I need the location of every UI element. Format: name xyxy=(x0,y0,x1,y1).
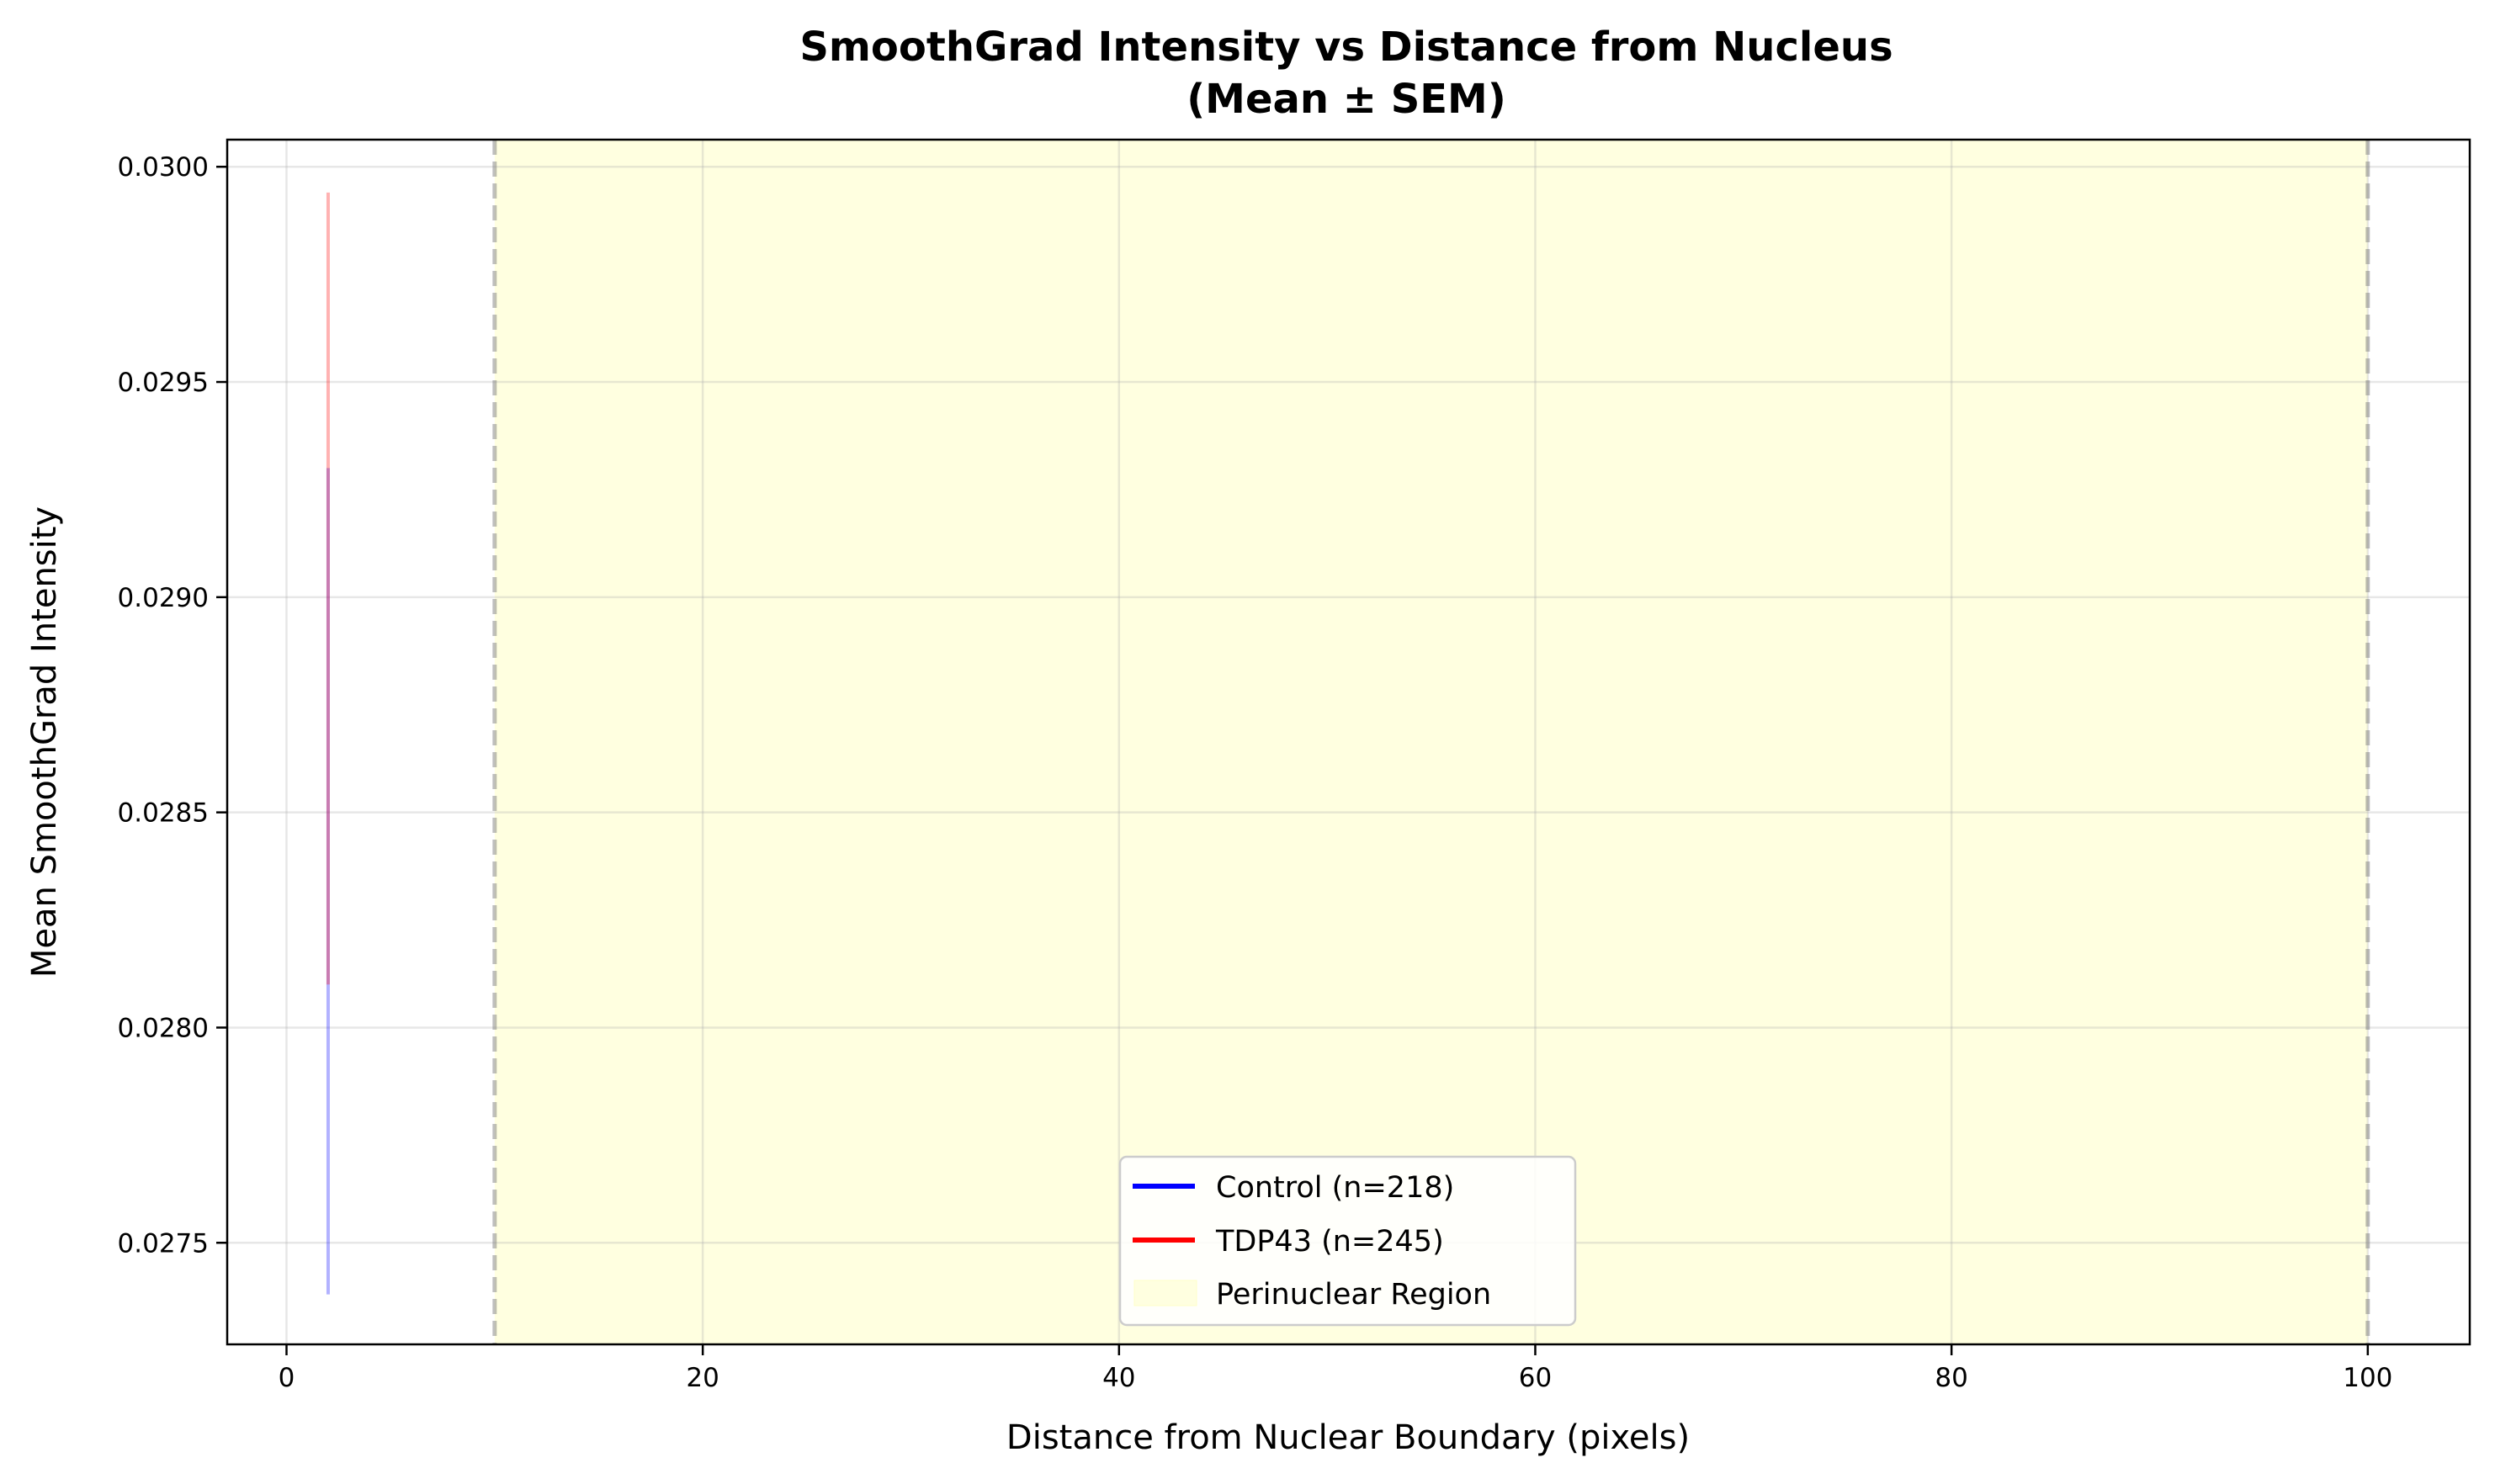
x-tick-label: 40 xyxy=(1102,1363,1135,1393)
x-tick-label: 0 xyxy=(279,1363,295,1393)
y-tick-label: 0.0290 xyxy=(118,583,209,613)
chart-subtitle: (Mean ± SEM) xyxy=(1186,76,1506,123)
y-tick-label: 0.0275 xyxy=(118,1228,209,1259)
x-tick-label: 60 xyxy=(1519,1363,1552,1393)
chart-title: SmoothGrad Intensity vs Distance from Nu… xyxy=(799,24,1892,71)
legend-label-tdp43: TDP43 (n=245) xyxy=(1215,1225,1444,1259)
x-tick-label: 100 xyxy=(2343,1363,2392,1393)
y-tick-label: 0.0300 xyxy=(118,152,209,183)
y-tick-label: 0.0280 xyxy=(118,1013,209,1043)
x-tick-label: 20 xyxy=(686,1363,719,1393)
legend-label-region: Perinuclear Region xyxy=(1216,1278,1491,1312)
y-tick-label: 0.0295 xyxy=(118,368,209,398)
legend: Control (n=218) TDP43 (n=245) Perinuclea… xyxy=(1118,1155,1577,1327)
legend-swatch-region xyxy=(1133,1280,1197,1306)
legend-box xyxy=(1118,1155,1577,1327)
x-tick-label: 80 xyxy=(1935,1363,1967,1393)
axes-frame xyxy=(226,138,2471,1346)
y-axis-label: Mean SmoothGrad Intensity xyxy=(25,506,64,978)
legend-label-control: Control (n=218) xyxy=(1216,1171,1454,1205)
y-tick-label: 0.0285 xyxy=(118,798,209,829)
perinuclear-region xyxy=(494,140,2368,1344)
x-axis-label: Distance from Nuclear Boundary (pixels) xyxy=(1006,1418,1690,1457)
